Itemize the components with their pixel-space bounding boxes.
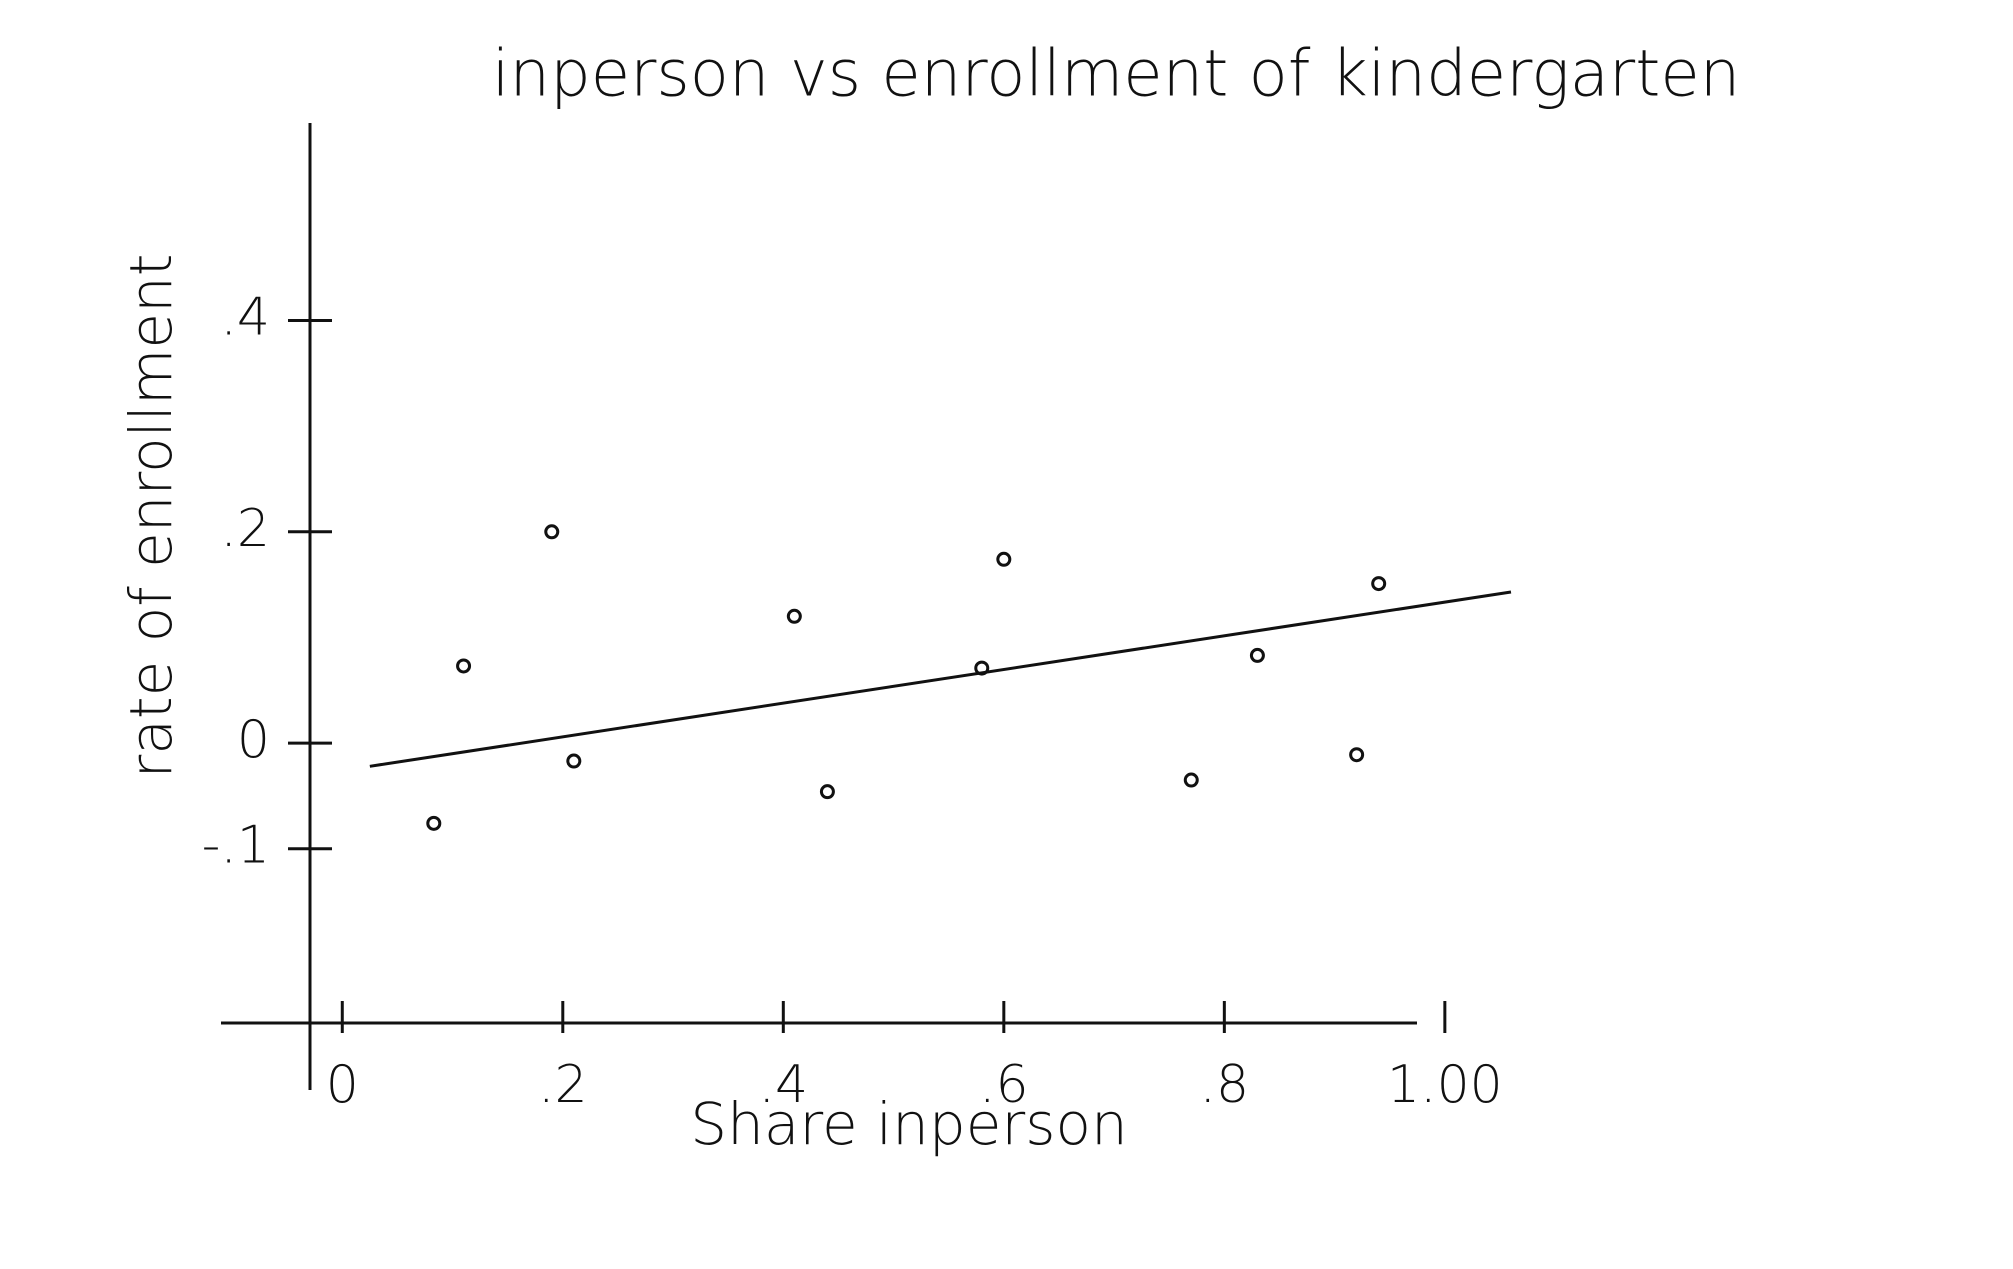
point <box>1349 747 1365 763</box>
trend-line <box>369 590 1512 768</box>
x-tick-label: .2 <box>538 1055 588 1115</box>
point <box>426 815 442 831</box>
point <box>1183 772 1199 788</box>
point <box>786 608 802 624</box>
y-tick-label: .2 <box>220 499 270 559</box>
point <box>544 524 560 540</box>
y-tick-label: -.1 <box>202 816 270 876</box>
y-tick-label: 0 <box>237 710 270 770</box>
x-tick-label: .6 <box>979 1055 1029 1115</box>
point <box>1371 576 1387 592</box>
point <box>1249 647 1265 663</box>
chart-title: inperson vs enrollment of kindergarten <box>492 38 1741 112</box>
point <box>566 753 582 769</box>
x-tick-label: .4 <box>758 1055 808 1115</box>
x-tick-label: 1.00 <box>1387 1055 1503 1115</box>
y-axis-title: rate of enrollment <box>117 253 185 778</box>
x-tick-label: .8 <box>1200 1055 1250 1115</box>
x-axis-title: Share inperson <box>690 1090 1128 1158</box>
point <box>996 551 1012 567</box>
x-tick-label: 0 <box>326 1055 359 1115</box>
point <box>456 658 472 674</box>
y-tick-label: .4 <box>220 288 270 348</box>
point <box>819 784 835 800</box>
